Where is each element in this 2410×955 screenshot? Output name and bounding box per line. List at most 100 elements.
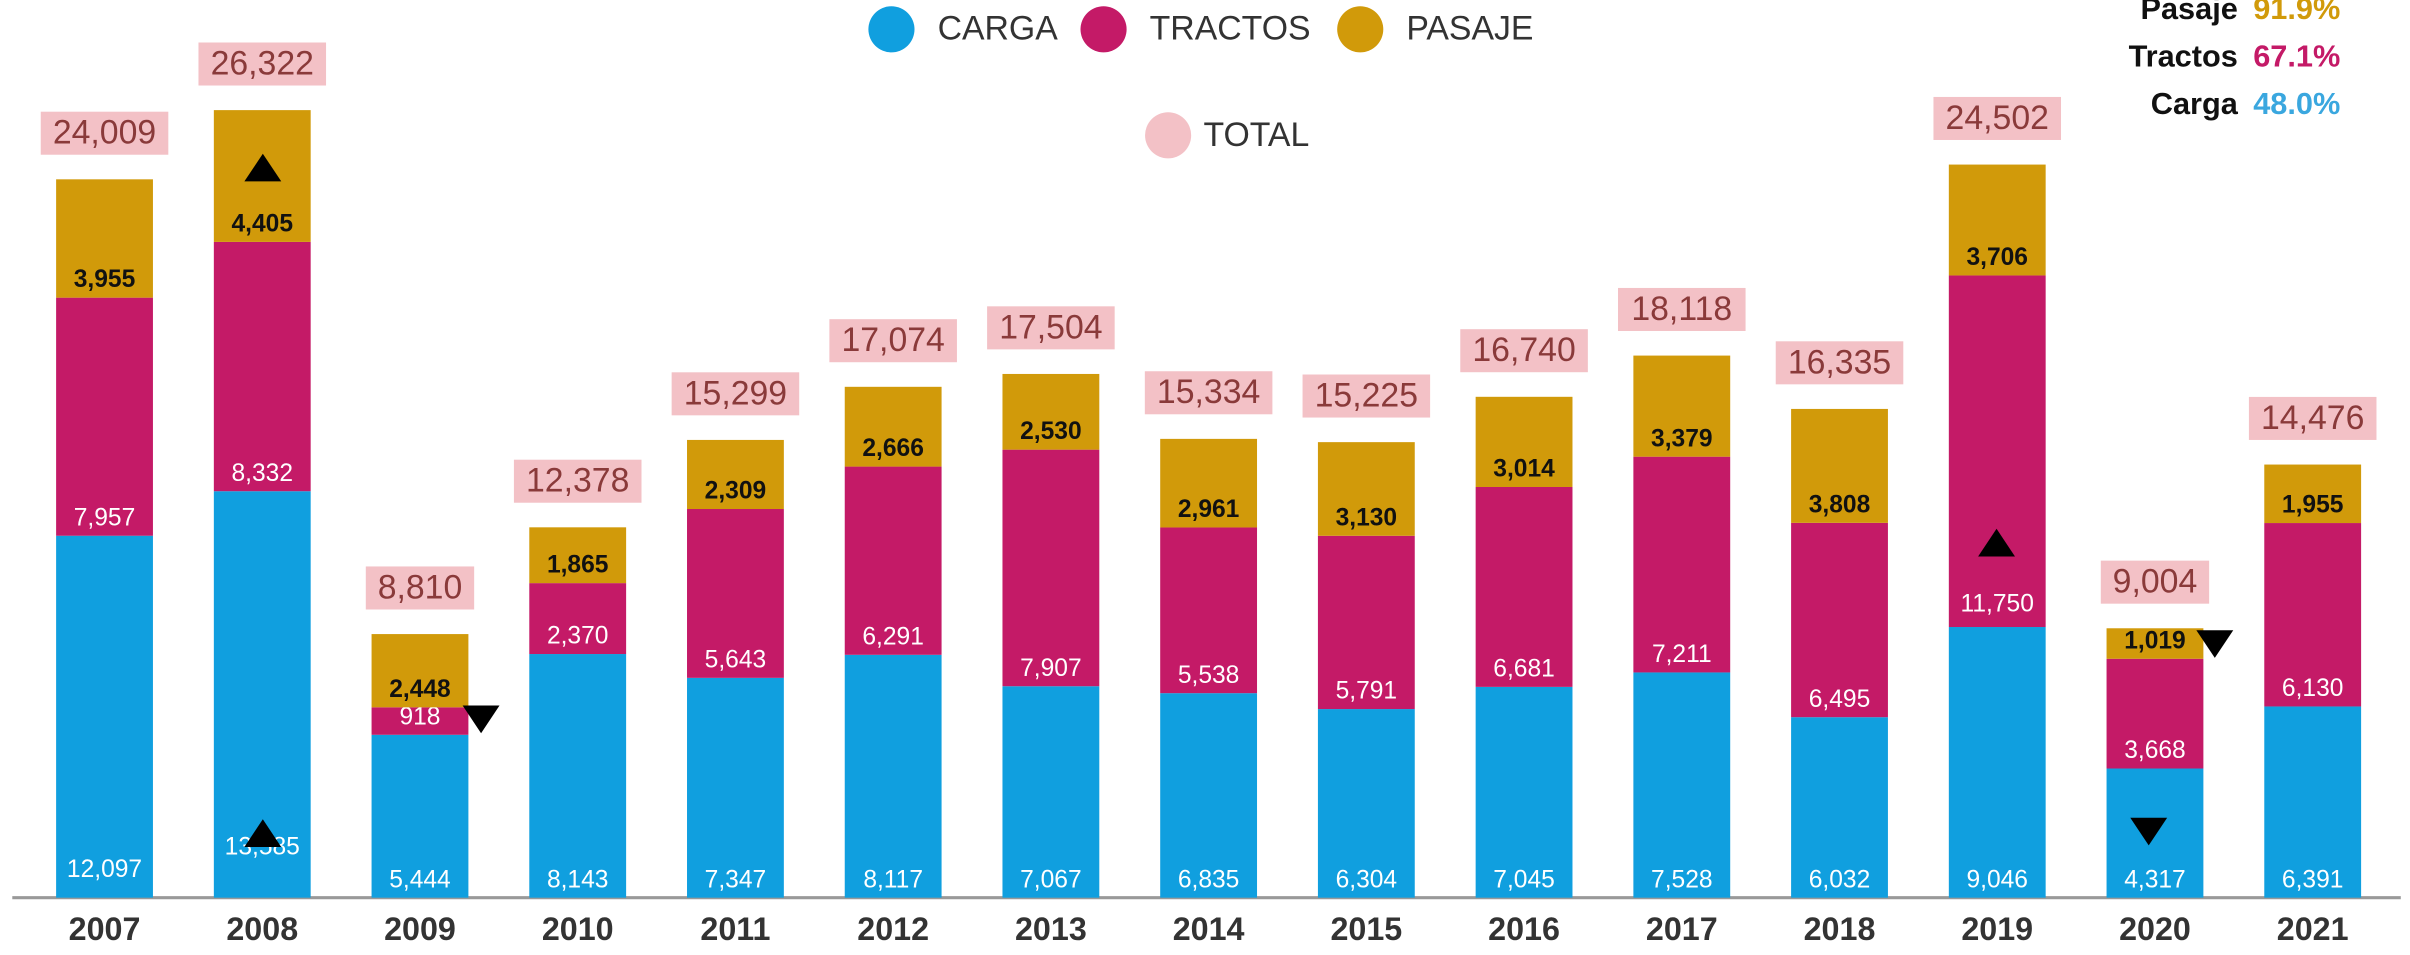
data-label: 6,032 (1809, 866, 1871, 893)
data-label: 6,391 (2282, 866, 2344, 893)
total-label-bg (1144, 371, 1273, 415)
data-label: 2,961 (1178, 496, 1240, 523)
total-label-bg (1775, 341, 1904, 385)
data-label: 918 (399, 703, 440, 730)
data-label: 7,045 (1493, 866, 1555, 893)
total-label: 17,074 (841, 321, 944, 359)
data-label: 3,379 (1651, 425, 1713, 452)
data-label: 3,808 (1809, 491, 1871, 518)
data-label: 6,130 (2282, 675, 2344, 702)
legend-label: TOTAL (1203, 116, 1309, 154)
x-tick-label: 2008 (226, 911, 298, 947)
annotation-label: Pasaje (2140, 0, 2237, 26)
bar-segment (687, 509, 784, 678)
legend-swatch (1337, 6, 1384, 53)
bar-segment (1002, 686, 1100, 898)
bar-segment (1948, 164, 2046, 276)
bar-segment (1633, 456, 1731, 673)
x-tick-label: 2011 (700, 911, 770, 947)
total-label-bg (198, 42, 327, 86)
bar-segment (529, 527, 627, 584)
data-label: 1,019 (2124, 627, 2186, 654)
total-label: 8,810 (378, 568, 463, 606)
x-tick-label: 2013 (1015, 911, 1087, 947)
data-label: 2,370 (547, 623, 609, 650)
x-tick-label: 2015 (1330, 911, 1402, 947)
bar-segment (371, 707, 469, 735)
bar-segment (1160, 693, 1258, 898)
total-label-bg (1302, 374, 1431, 418)
x-tick-label: 2021 (2277, 911, 2349, 947)
total-label-bg (1618, 287, 1746, 331)
bar-segment (687, 677, 784, 898)
bar-segment (1475, 686, 1573, 898)
total-label-bg (2248, 396, 2377, 440)
total-label: 17,504 (999, 308, 1102, 346)
data-label: 12,097 (67, 856, 142, 883)
data-label: 3,955 (74, 266, 136, 293)
up-arrow (1978, 528, 2015, 557)
up-arrow (244, 819, 282, 847)
data-label: 7,528 (1651, 866, 1713, 893)
total-label: 12,378 (526, 462, 629, 500)
down-arrow (462, 705, 500, 734)
total-label: 16,740 (1472, 331, 1575, 369)
down-arrow (2130, 817, 2168, 846)
data-label: 3,014 (1493, 456, 1555, 483)
total-label: 18,118 (1631, 290, 1732, 328)
annotation-label: Carga (2151, 86, 2239, 121)
data-label: 2,309 (705, 478, 767, 505)
data-label: 11,750 (1961, 590, 2034, 617)
x-tick-label: 2009 (384, 911, 456, 947)
x-tick-label: 2017 (1646, 911, 1718, 947)
bar-segment (2106, 658, 2204, 769)
data-label: 9,046 (1966, 866, 2028, 893)
data-label: 6,304 (1336, 866, 1398, 893)
bar-segment (2106, 628, 2204, 659)
data-label: 2,448 (389, 676, 451, 703)
total-label: 24,502 (1946, 99, 2049, 137)
bar-segment (371, 634, 469, 708)
bar-segment (371, 734, 469, 898)
data-label: 7,067 (1020, 866, 1082, 893)
total-label-bg (365, 566, 475, 610)
bar-segment (2264, 523, 2362, 707)
legend-swatch (1080, 6, 1127, 53)
bar-segment (1317, 442, 1415, 536)
total-label-bg (1460, 329, 1588, 373)
legend-swatch (868, 6, 915, 53)
bar-segment (1160, 527, 1258, 694)
total-label-bg (2100, 560, 2210, 604)
x-tick-label: 2007 (69, 911, 141, 947)
x-tick-label: 2014 (1173, 911, 1245, 947)
data-label: 5,643 (705, 646, 767, 673)
bar-segment (1791, 717, 1888, 898)
bar-segment (2264, 464, 2362, 524)
bar-segment (1633, 355, 1731, 457)
total-label: 14,476 (2261, 399, 2364, 437)
x-tick-label: 2018 (1804, 911, 1876, 947)
bar-segment (1160, 438, 1258, 528)
data-label: 5,791 (1336, 678, 1398, 705)
annotation-value: 91.9% (2253, 0, 2340, 26)
data-label: 1,865 (547, 552, 609, 579)
bar-segment (213, 241, 311, 492)
data-label: 7,907 (1020, 655, 1082, 682)
data-label: 6,291 (862, 623, 924, 650)
down-arrow (2196, 630, 2234, 658)
x-tick-label: 2016 (1488, 911, 1560, 947)
bar-segment (1317, 709, 1415, 898)
data-label: 7,957 (74, 504, 136, 531)
bar-segment (1002, 373, 1100, 450)
data-label: 8,117 (863, 866, 923, 893)
data-label: 7,211 (1652, 641, 1712, 668)
legend-label: CARGA (938, 10, 1059, 48)
bar-segment (529, 654, 627, 898)
legend-label: PASAJE (1406, 10, 1533, 48)
total-label-bg (671, 372, 800, 416)
total-label: 24,009 (53, 114, 156, 152)
data-label: 4,405 (231, 211, 293, 238)
total-label: 26,322 (211, 44, 314, 82)
legend-label: TRACTOS (1150, 10, 1311, 48)
data-label: 8,332 (231, 460, 293, 487)
